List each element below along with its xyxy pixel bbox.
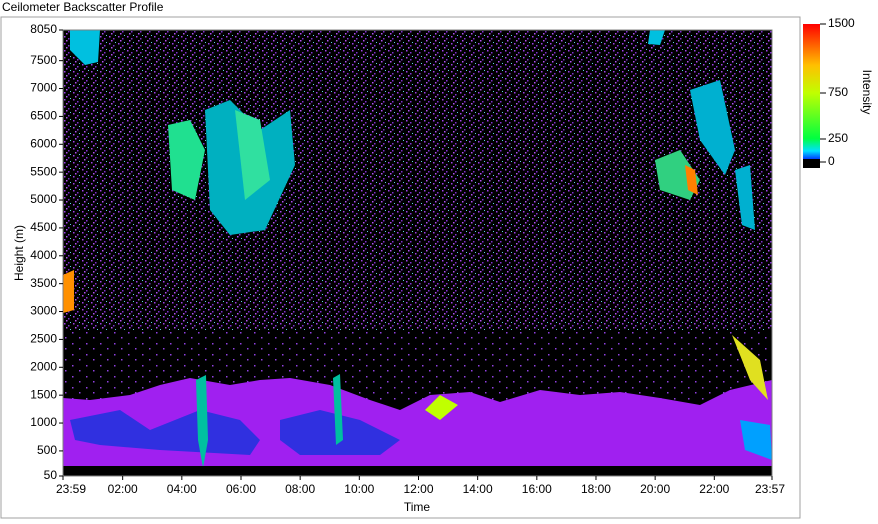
- y-tick-label: 4500: [30, 220, 57, 234]
- colorbar-tick-label: 750: [828, 85, 848, 99]
- x-axis-label: Time: [404, 500, 431, 514]
- y-tick-label: 50: [44, 468, 58, 482]
- y-tick-label: 3500: [30, 276, 57, 290]
- x-tick-label: 18:00: [581, 482, 611, 496]
- x-tick-label: 23:57: [755, 482, 785, 496]
- y-axis-label: Height (m): [12, 225, 26, 281]
- colorbar-tick-label: 1500: [828, 16, 855, 30]
- heatmap-image: [63, 30, 772, 476]
- x-tick-label: 23:59: [56, 482, 86, 496]
- y-tick-label: 6500: [30, 109, 57, 123]
- x-tick-label: 16:00: [522, 482, 552, 496]
- y-tick-label: 3000: [30, 304, 57, 318]
- x-tick-label: 08:00: [285, 482, 315, 496]
- colorbar-floor: [803, 159, 820, 168]
- colorbar-tick-label: 250: [828, 131, 848, 145]
- x-tick-label: 12:00: [403, 482, 433, 496]
- x-tick-label: 06:00: [226, 482, 256, 496]
- y-tick-label: 5000: [30, 192, 57, 206]
- y-tick-label: 8050: [30, 22, 57, 36]
- y-tick-label: 7500: [30, 53, 57, 67]
- y-tick-label: 7000: [30, 81, 57, 95]
- y-tick-label: 5500: [30, 164, 57, 178]
- x-tick-label: 22:00: [699, 482, 729, 496]
- panel-frame: [0, 16, 801, 519]
- chart-title: Ceilometer Backscatter Profile: [2, 0, 164, 14]
- y-tick-label: 1000: [30, 415, 57, 429]
- colorbar-label: Intensity: [860, 70, 874, 115]
- colorbar: [803, 24, 820, 162]
- x-tick-label: 20:00: [640, 482, 670, 496]
- x-tick-label: 10:00: [344, 482, 374, 496]
- x-tick-label: 14:00: [463, 482, 493, 496]
- y-tick-label: 2000: [30, 359, 57, 373]
- y-tick-label: 4000: [30, 248, 57, 262]
- colorbar-tick-label: 0: [828, 154, 835, 168]
- y-tick-label: 1500: [30, 387, 57, 401]
- y-tick-label: 6000: [30, 136, 57, 150]
- y-tick-label: 500: [37, 443, 57, 457]
- plot-frame: [62, 29, 773, 477]
- x-tick-label: 04:00: [167, 482, 197, 496]
- y-tick-label: 2500: [30, 332, 57, 346]
- x-tick-label: 02:00: [108, 482, 138, 496]
